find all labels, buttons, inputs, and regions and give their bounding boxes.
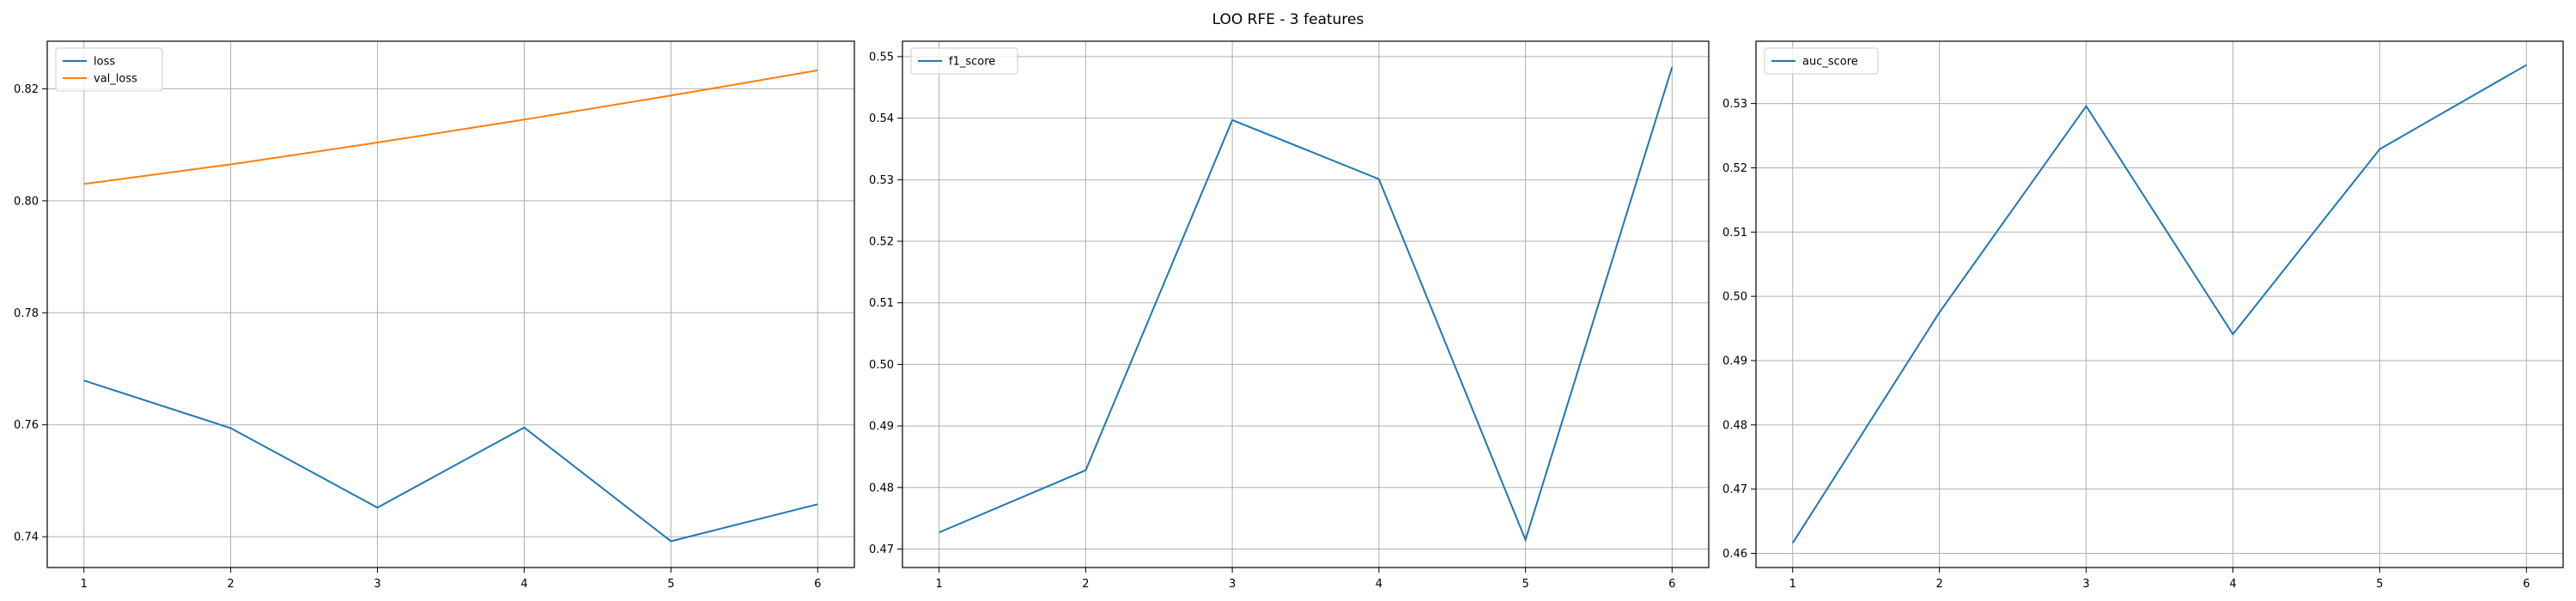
x-tick-label: 5 bbox=[667, 578, 674, 591]
x-tick-label: 6 bbox=[1668, 578, 1675, 591]
axes-frame bbox=[46, 40, 855, 568]
y-tick-label: 0.55 bbox=[869, 51, 894, 64]
x-tick-label: 3 bbox=[1229, 578, 1236, 591]
y-tick-label: 0.74 bbox=[14, 531, 39, 544]
x-tick-label: 3 bbox=[2082, 578, 2089, 591]
figure-title: LOO RFE - 3 features bbox=[1212, 11, 1364, 28]
series-line-val-loss bbox=[83, 69, 818, 185]
y-tick-label: 0.48 bbox=[869, 482, 894, 495]
y-tick-label: 0.82 bbox=[14, 83, 39, 96]
y-tick-label: 0.50 bbox=[869, 359, 894, 372]
legend-label-loss: loss bbox=[94, 56, 115, 69]
axes-1: 1 2 3 4 5 6 0.74 0.76 0.78 0.80 0.82 loss val_loss bbox=[14, 40, 855, 591]
y-tick-label: 0.47 bbox=[1722, 483, 1747, 496]
y-tick-label: 0.78 bbox=[14, 307, 39, 320]
x-tick-label: 1 bbox=[81, 578, 88, 591]
axes-frame bbox=[902, 40, 1710, 568]
series-line-f1-score bbox=[939, 66, 1674, 543]
legend-label-auc-score: auc_score bbox=[1802, 56, 1858, 69]
y-tick-label: 0.52 bbox=[1722, 162, 1747, 175]
y-tick-label: 0.80 bbox=[14, 195, 39, 208]
series-line-loss bbox=[83, 379, 818, 543]
x-tick-label: 4 bbox=[1376, 578, 1382, 591]
y-tick-label: 0.76 bbox=[14, 419, 39, 432]
axes-frame bbox=[1755, 40, 2564, 568]
axes-3: 1 2 3 4 5 6 0.46 0.47 0.48 0.49 0.50 0.51 0.52 0.53 au… bbox=[1722, 40, 2564, 591]
y-tick-label: 0.53 bbox=[1722, 98, 1747, 111]
x-tick-label: 6 bbox=[2523, 578, 2530, 591]
y-tick-label: 0.51 bbox=[869, 297, 894, 310]
y-tick-label: 0.54 bbox=[869, 112, 894, 125]
legend: loss val_loss bbox=[55, 47, 163, 92]
y-tick-label: 0.53 bbox=[869, 174, 894, 187]
y-tick-label: 0.46 bbox=[1722, 548, 1747, 561]
y-tick-label: 0.51 bbox=[1722, 227, 1747, 240]
legend-box bbox=[1764, 47, 1879, 75]
x-tick-label: 6 bbox=[814, 578, 821, 591]
x-tick-label: 1 bbox=[1789, 578, 1796, 591]
y-tick-label: 0.49 bbox=[869, 421, 894, 434]
y-tick-label: 0.50 bbox=[1722, 291, 1747, 304]
legend-label-val-loss: val_loss bbox=[94, 73, 137, 86]
y-tick-label: 0.47 bbox=[869, 543, 894, 556]
legend: f1_score bbox=[910, 47, 1018, 75]
y-tick-label: 0.52 bbox=[869, 236, 894, 249]
axes-container: 1 2 3 4 5 6 0.74 0.76 0.78 0.80 0.82 loss val_loss 1 2… bbox=[14, 40, 2564, 591]
x-tick-label: 4 bbox=[520, 578, 527, 591]
x-tick-label: 4 bbox=[2229, 578, 2236, 591]
x-tick-label: 1 bbox=[936, 578, 943, 591]
legend-box bbox=[55, 47, 163, 92]
x-tick-label: 2 bbox=[227, 578, 234, 591]
axes-2: 1 2 3 4 5 6 0.47 0.48 0.49 0.50 0.51 0.52 0.53 0.54 0.… bbox=[869, 40, 1710, 591]
y-tick-label: 0.49 bbox=[1722, 355, 1747, 367]
y-tick-label: 0.48 bbox=[1722, 419, 1747, 432]
x-tick-label: 3 bbox=[374, 578, 380, 591]
x-tick-label: 2 bbox=[1082, 578, 1089, 591]
x-tick-label: 5 bbox=[2376, 578, 2383, 591]
x-tick-label: 5 bbox=[1522, 578, 1528, 591]
series-line-auc-score bbox=[1791, 64, 2527, 544]
legend-box bbox=[910, 47, 1018, 75]
x-tick-label: 2 bbox=[1935, 578, 1942, 591]
legend: auc_score bbox=[1764, 47, 1879, 75]
legend-label-f1-score: f1_score bbox=[949, 56, 995, 69]
